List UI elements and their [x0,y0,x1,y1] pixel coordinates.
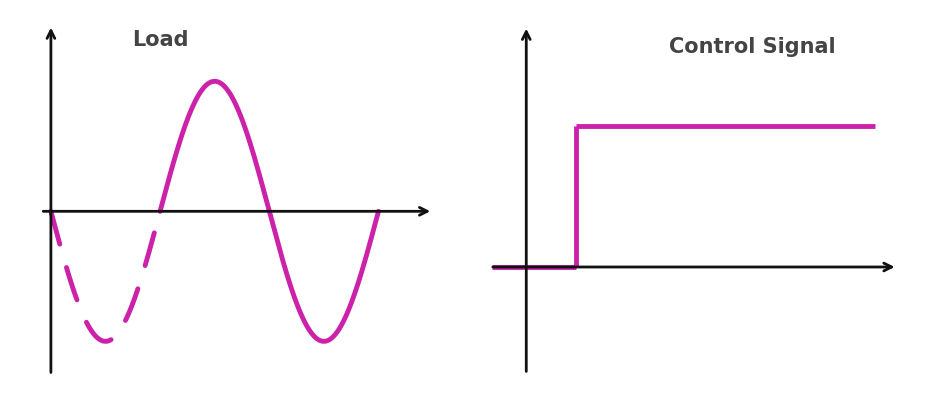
Text: Control Signal: Control Signal [670,37,836,57]
Text: Load: Load [132,30,189,51]
